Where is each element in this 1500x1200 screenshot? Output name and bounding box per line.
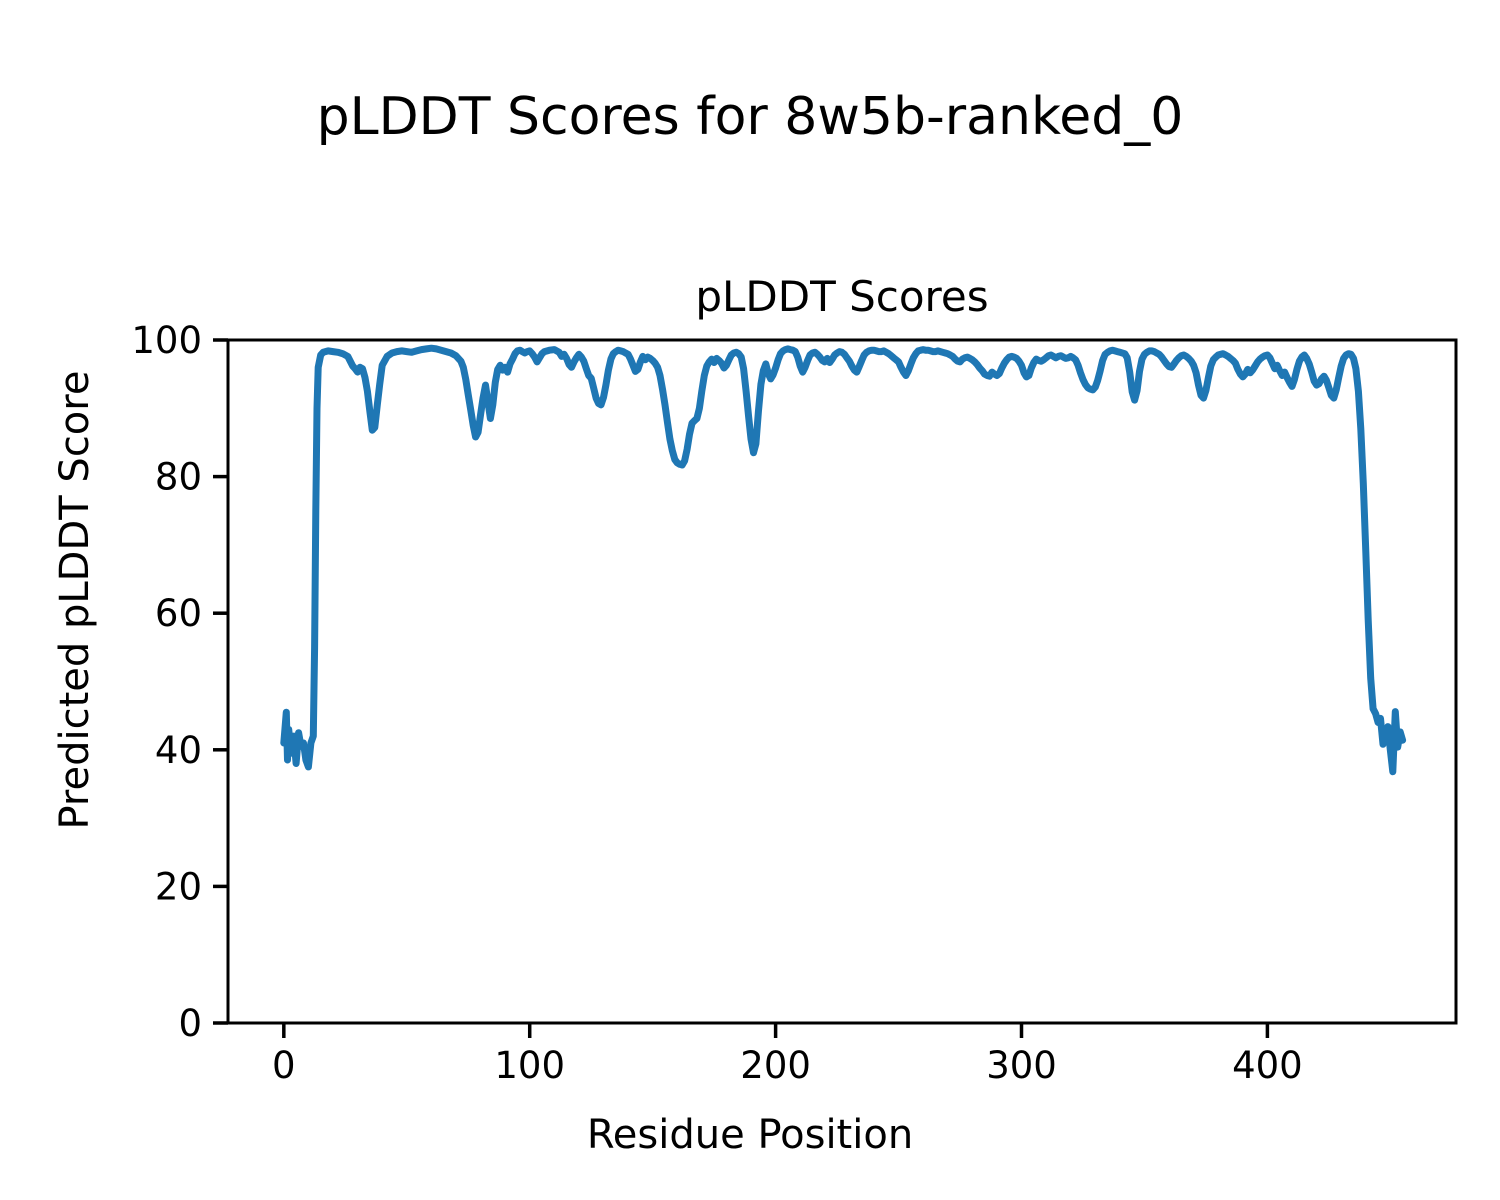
y-tick-label: 40	[155, 729, 202, 772]
x-tick-label: 300	[986, 1044, 1057, 1087]
y-tick-label: 0	[178, 1002, 202, 1045]
x-axis-label: Residue Position	[586, 1112, 914, 1158]
axes-frame	[226, 338, 1458, 1025]
y-tick-label: 100	[131, 319, 202, 362]
plddt-line	[280, 344, 1407, 776]
x-tick-label: 400	[1232, 1044, 1303, 1087]
x-tick-label: 200	[740, 1044, 811, 1087]
figure-title: pLDDT Scores for 8w5b-ranked_0	[316, 87, 1184, 147]
x-tick-label: 100	[494, 1044, 565, 1087]
axes-title: pLDDT Scores	[695, 272, 989, 321]
y-tick-label: 60	[155, 592, 202, 635]
y-tick-label: 80	[155, 456, 202, 499]
y-tick-label: 20	[155, 865, 202, 908]
x-tick-label: 0	[272, 1044, 296, 1087]
